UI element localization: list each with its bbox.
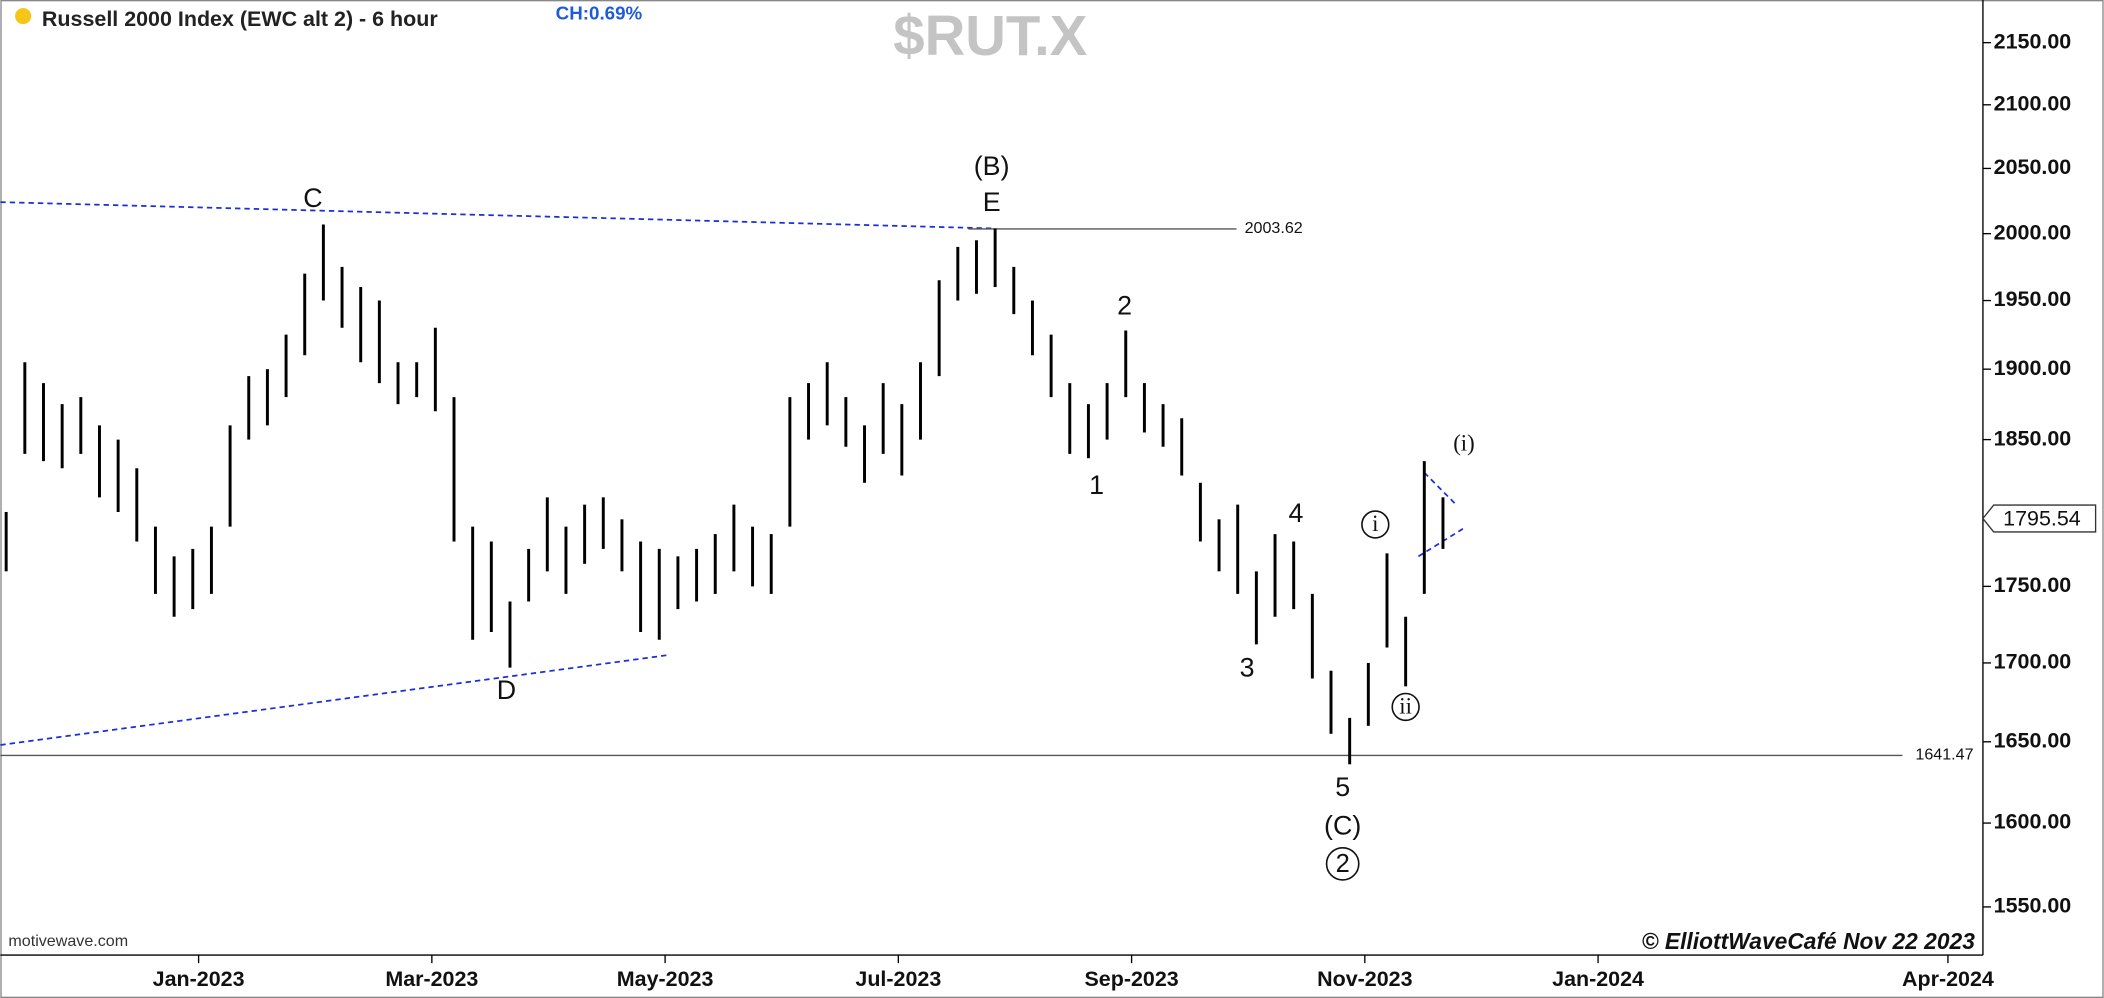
level-label: 1641.47 [1915, 746, 1973, 764]
change-label: CH:0.69% [556, 3, 643, 24]
y-tick-label: 2000.00 [1994, 220, 2072, 244]
y-tick-label: 1700.00 [1994, 650, 2072, 674]
wave-circle [1391, 692, 1420, 722]
x-tick-label: Apr-2024 [1902, 967, 1994, 991]
last-price-box [1982, 504, 2097, 533]
wave-label: i [1372, 511, 1378, 536]
y-tick-label: 1600.00 [1994, 810, 2072, 834]
y-tick-label: 1650.00 [1994, 728, 2072, 752]
trend-line [1423, 472, 1456, 504]
wave-label: (B) [974, 151, 1010, 181]
source-label: motivewave.com [8, 932, 128, 950]
wave-label: 4 [1289, 498, 1304, 528]
x-tick-label: Jul-2023 [855, 967, 941, 991]
x-tick-label: Jan-2023 [153, 967, 245, 991]
wave-label: ii [1399, 693, 1412, 718]
y-tick-label: 1750.00 [1994, 573, 2072, 597]
x-tick-label: Jan-2024 [1552, 967, 1644, 991]
wave-label: 1 [1089, 470, 1104, 500]
chart-title: Russell 2000 Index (EWC alt 2) - 6 hour [42, 7, 438, 31]
status-dot [15, 8, 32, 25]
wave-label: 2 [1336, 850, 1350, 878]
wave-label: 3 [1240, 652, 1255, 682]
y-tick-label: 2150.00 [1994, 29, 2072, 53]
wave-label: D [497, 675, 516, 705]
trend-line [0, 201, 993, 230]
level-label: 2003.62 [1245, 219, 1303, 237]
wave-label: E [983, 187, 1001, 217]
y-tick-label: 1850.00 [1994, 426, 2072, 450]
y-tick-label: 1550.00 [1994, 894, 2072, 918]
x-tick-label: Sep-2023 [1084, 967, 1178, 991]
copyright: © ElliottWaveCafé Nov 22 2023 [1642, 928, 1975, 954]
y-tick-label: 2050.00 [1994, 155, 2072, 179]
wave-circle [1361, 510, 1390, 539]
wave-label: C [303, 183, 322, 213]
wave-label: 2 [1117, 290, 1132, 320]
watermark: $RUT.X [893, 4, 1087, 67]
wave-label: (i) [1453, 431, 1475, 456]
y-tick-label: 2100.00 [1994, 91, 2072, 115]
x-tick-label: May-2023 [617, 967, 714, 991]
y-tick-label: 1900.00 [1994, 356, 2072, 380]
wave-label: (C) [1324, 811, 1361, 841]
y-tick-label: 1950.00 [1994, 287, 2072, 311]
x-tick-label: Nov-2023 [1317, 967, 1412, 991]
x-tick-label: Mar-2023 [385, 967, 478, 991]
wave-label: 5 [1335, 772, 1350, 802]
last-price-label: 1795.54 [2003, 507, 2081, 531]
wave-circle [1325, 846, 1360, 881]
